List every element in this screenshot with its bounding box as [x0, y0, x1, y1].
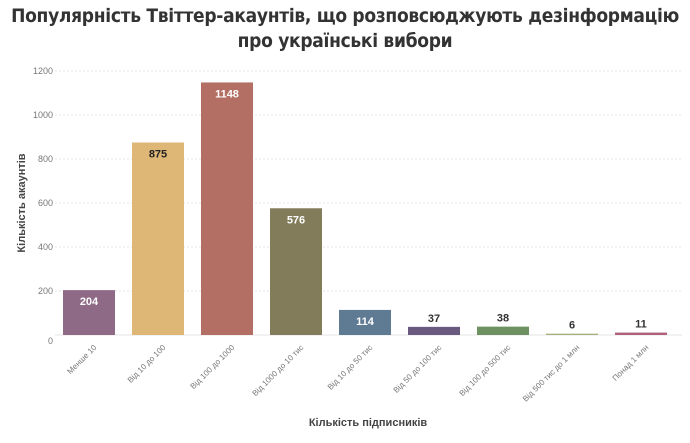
data-label: 576 [287, 214, 305, 226]
y-tick-label: 200 [38, 286, 53, 296]
x-axis-ticks: Менше 10 Від 10 до 100 Від 100 до 1000 Від … [65, 343, 650, 404]
bar [270, 208, 322, 335]
data-label: 11 [635, 319, 647, 331]
bars: 204 875 1148 576 114 37 38 6 11 [63, 82, 667, 335]
y-axis-ticks: 0 200 400 600 800 1000 1200 [33, 66, 53, 346]
data-label: 204 [80, 296, 99, 308]
y-tick-label: 1000 [33, 110, 53, 120]
x-tick-label: Від 50 до 100 тис [392, 343, 444, 395]
chart-title: Популярність Твіттер-акаунтів, що розпов… [11, 5, 679, 52]
data-label: 38 [497, 313, 509, 325]
x-tick-label: Від 10 до 100 [126, 343, 168, 385]
bar [201, 82, 253, 335]
y-tick-label: 400 [38, 242, 53, 252]
data-label: 6 [569, 320, 575, 332]
x-tick-label: Від 500 тис до 1 млн [521, 343, 581, 403]
x-tick-label: Від 100 до 500 тис [458, 343, 513, 398]
bar [477, 326, 529, 335]
y-axis-label: Кількість акаунтів [16, 153, 28, 252]
data-label: 875 [149, 149, 167, 161]
bar [615, 332, 667, 335]
x-tick-label: Менше 10 [65, 343, 98, 376]
x-tick-label: Понад 1 млн [611, 343, 651, 383]
bar [63, 290, 115, 335]
y-tick-label: 600 [38, 198, 53, 208]
x-tick-label: Від 100 до 1000 [189, 343, 237, 391]
bar [546, 333, 598, 335]
y-tick-label: 0 [48, 336, 53, 346]
y-tick-label: 1200 [33, 66, 53, 76]
bar [132, 142, 184, 335]
data-label: 1148 [215, 88, 239, 100]
x-tick-label: Від 1000 до 10 тис [251, 343, 306, 398]
data-label: 37 [428, 313, 440, 325]
x-tick-label: Від 10 до 50 тис [326, 343, 375, 392]
y-tick-label: 800 [38, 154, 53, 164]
data-label: 114 [356, 316, 375, 328]
bar [408, 326, 460, 335]
bar [339, 309, 391, 335]
x-axis-label: Кількість підписників [309, 417, 428, 429]
